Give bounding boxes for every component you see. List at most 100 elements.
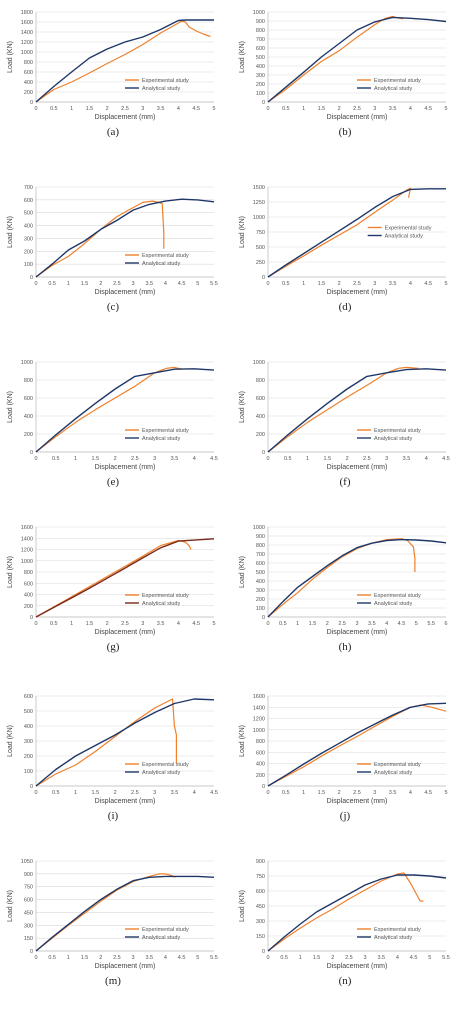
x-axis-label: Displacement (mm) xyxy=(95,963,156,970)
panel-caption: (b) xyxy=(338,126,352,138)
y-axis-label: Load (KN) xyxy=(7,216,14,248)
x-tick-label: 3 xyxy=(141,106,144,112)
line-chart: 0 200 400 600 800 1000 1200 1400 1600 0 0.5 1 1.5 2 2.… xyxy=(7,525,216,636)
x-tick-label: 3 xyxy=(364,955,367,961)
x-tick-label: 5 xyxy=(444,281,447,287)
x-tick-label: 4.5 xyxy=(424,106,432,112)
x-tick-label: 1.5 xyxy=(92,790,100,796)
x-tick-label: 0.5 xyxy=(48,955,56,961)
y-tick-label: 0 xyxy=(30,949,33,955)
legend-entry: Experimental study xyxy=(374,78,421,84)
x-tick-label: 4 xyxy=(409,281,412,287)
x-tick-label: 3 xyxy=(153,456,156,462)
y-tick-label: 800 xyxy=(24,60,33,66)
x-tick-label: 1 xyxy=(67,955,70,961)
x-tick-label: 2.5 xyxy=(363,456,371,462)
x-tick-label: 0 xyxy=(266,955,269,961)
x-axis-label: Displacement (mm) xyxy=(95,464,156,471)
y-tick-label: 0 xyxy=(30,784,33,790)
y-tick-label: 400 xyxy=(256,64,265,70)
y-tick-label: 400 xyxy=(256,762,265,768)
legend-entry: Experimental study xyxy=(142,253,189,259)
y-axis-label: Load (KN) xyxy=(7,890,14,922)
x-tick-label: 4.5 xyxy=(178,955,186,961)
x-tick-label: 4.5 xyxy=(424,790,432,796)
x-tick-label: 0.5 xyxy=(282,106,290,112)
y-tick-label: 200 xyxy=(24,90,33,96)
chart-panel: 0 100 200 300 400 500 600 0 0.5 1 1.5 2 2.5 3 3.5 4 4.5 D… xyxy=(0,688,226,830)
x-tick-label: 0.5 xyxy=(52,456,60,462)
y-tick-label: 0 xyxy=(262,100,265,106)
series-line-experimental xyxy=(267,187,411,278)
series-line-analytical xyxy=(267,874,447,952)
series-line-analytical xyxy=(35,368,215,453)
x-tick-label: 1 xyxy=(70,106,73,112)
x-axis-label: Displacement (mm) xyxy=(327,963,388,970)
line-chart: 0 100 200 300 400 500 600 700 800 900 1000 0 0.5 1 1.5… xyxy=(239,10,448,121)
chart-panel: 0 200 400 600 800 1000 1200 1400 1600 1800 0 0.5 1 1.… xyxy=(0,4,226,146)
x-tick-label: 3.5 xyxy=(171,790,179,796)
series-line-analytical xyxy=(267,702,447,787)
series-line-analytical xyxy=(267,368,447,453)
y-tick-label: 250 xyxy=(256,260,265,266)
legend-entry: Experimental study xyxy=(142,762,189,768)
y-tick-label: 1250 xyxy=(253,200,265,206)
x-tick-label: 3.5 xyxy=(403,456,411,462)
x-tick-label: 3.5 xyxy=(145,955,153,961)
y-axis-label: Load (KN) xyxy=(239,391,246,423)
panel-caption: (f) xyxy=(339,476,351,488)
series-line-experimental xyxy=(35,200,165,278)
series-line-experimental xyxy=(267,872,424,952)
y-tick-label: 400 xyxy=(24,724,33,730)
chart-panel: 0 100 200 300 400 500 600 700 0 0.5 1 1.5 2 2.5 3 3.5 4 4… xyxy=(0,179,226,321)
x-tick-label: 1.5 xyxy=(313,955,321,961)
x-tick-label: 0 xyxy=(34,281,37,287)
x-tick-label: 0.5 xyxy=(48,281,56,287)
y-tick-label: 0 xyxy=(30,100,33,106)
y-axis-label: Load (KN) xyxy=(7,391,14,423)
x-tick-label: 1.5 xyxy=(324,456,332,462)
y-tick-label: 200 xyxy=(24,604,33,610)
x-tick-label: 2.5 xyxy=(353,106,361,112)
x-tick-label: 4 xyxy=(396,955,399,961)
series-line-experimental xyxy=(35,20,211,103)
y-tick-label: 900 xyxy=(256,19,265,25)
x-tick-label: 0 xyxy=(34,790,37,796)
y-axis-label: Load (KN) xyxy=(239,556,246,588)
chart-panel: 0 200 400 600 800 1000 1200 1400 1600 0 0.5 1 1.5 2 2.… xyxy=(232,688,458,830)
x-axis-label: Displacement (mm) xyxy=(327,114,388,121)
line-chart: 0 150 300 450 600 750 900 1050 0 0.5 1 1.5 2 2.5 3 3.5 4… xyxy=(7,859,218,970)
chart-panel: 0 200 400 600 800 1000 0 0.5 1 1.5 2 2.5 3 3.5 4 4.5 Dis… xyxy=(0,354,226,496)
x-tick-label: 3.5 xyxy=(145,281,153,287)
x-tick-label: 5.5 xyxy=(210,955,218,961)
x-tick-label: 2.5 xyxy=(121,621,129,627)
x-tick-label: 2 xyxy=(338,281,341,287)
x-tick-label: 3 xyxy=(153,790,156,796)
legend-entry: Analytical study xyxy=(385,234,423,240)
y-tick-label: 400 xyxy=(256,579,265,585)
x-tick-label: 5.5 xyxy=(442,955,450,961)
y-tick-label: 1600 xyxy=(21,525,33,531)
x-tick-label: 4.5 xyxy=(192,106,200,112)
x-tick-label: 0.5 xyxy=(284,456,292,462)
y-tick-label: 1600 xyxy=(253,694,265,700)
x-tick-label: 3 xyxy=(132,955,135,961)
x-tick-label: 0.5 xyxy=(279,621,287,627)
y-tick-label: 300 xyxy=(24,236,33,242)
x-tick-label: 0 xyxy=(34,955,37,961)
y-tick-label: 800 xyxy=(24,570,33,576)
x-tick-label: 3 xyxy=(132,281,135,287)
x-tick-label: 2 xyxy=(99,955,102,961)
y-tick-label: 300 xyxy=(256,73,265,79)
y-axis-label: Load (KN) xyxy=(239,890,246,922)
x-tick-label: 4.5 xyxy=(210,790,218,796)
legend-entry: Analytical study xyxy=(374,601,412,607)
x-tick-label: 3.5 xyxy=(157,621,165,627)
x-tick-label: 0 xyxy=(266,456,269,462)
x-tick-label: 0 xyxy=(266,281,269,287)
y-tick-label: 200 xyxy=(24,249,33,255)
y-tick-label: 500 xyxy=(24,211,33,217)
x-tick-label: 4 xyxy=(177,106,180,112)
series-line-analytical xyxy=(35,19,214,103)
y-tick-label: 1050 xyxy=(21,859,33,865)
